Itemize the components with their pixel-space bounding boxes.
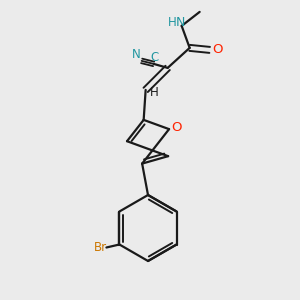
Text: Br: Br [94, 241, 107, 254]
Text: H: H [150, 86, 159, 99]
Text: N: N [176, 16, 185, 29]
Text: H: H [168, 16, 177, 29]
Text: C: C [151, 51, 159, 64]
Text: O: O [212, 44, 223, 56]
Text: N: N [132, 48, 141, 62]
Text: O: O [171, 121, 181, 134]
